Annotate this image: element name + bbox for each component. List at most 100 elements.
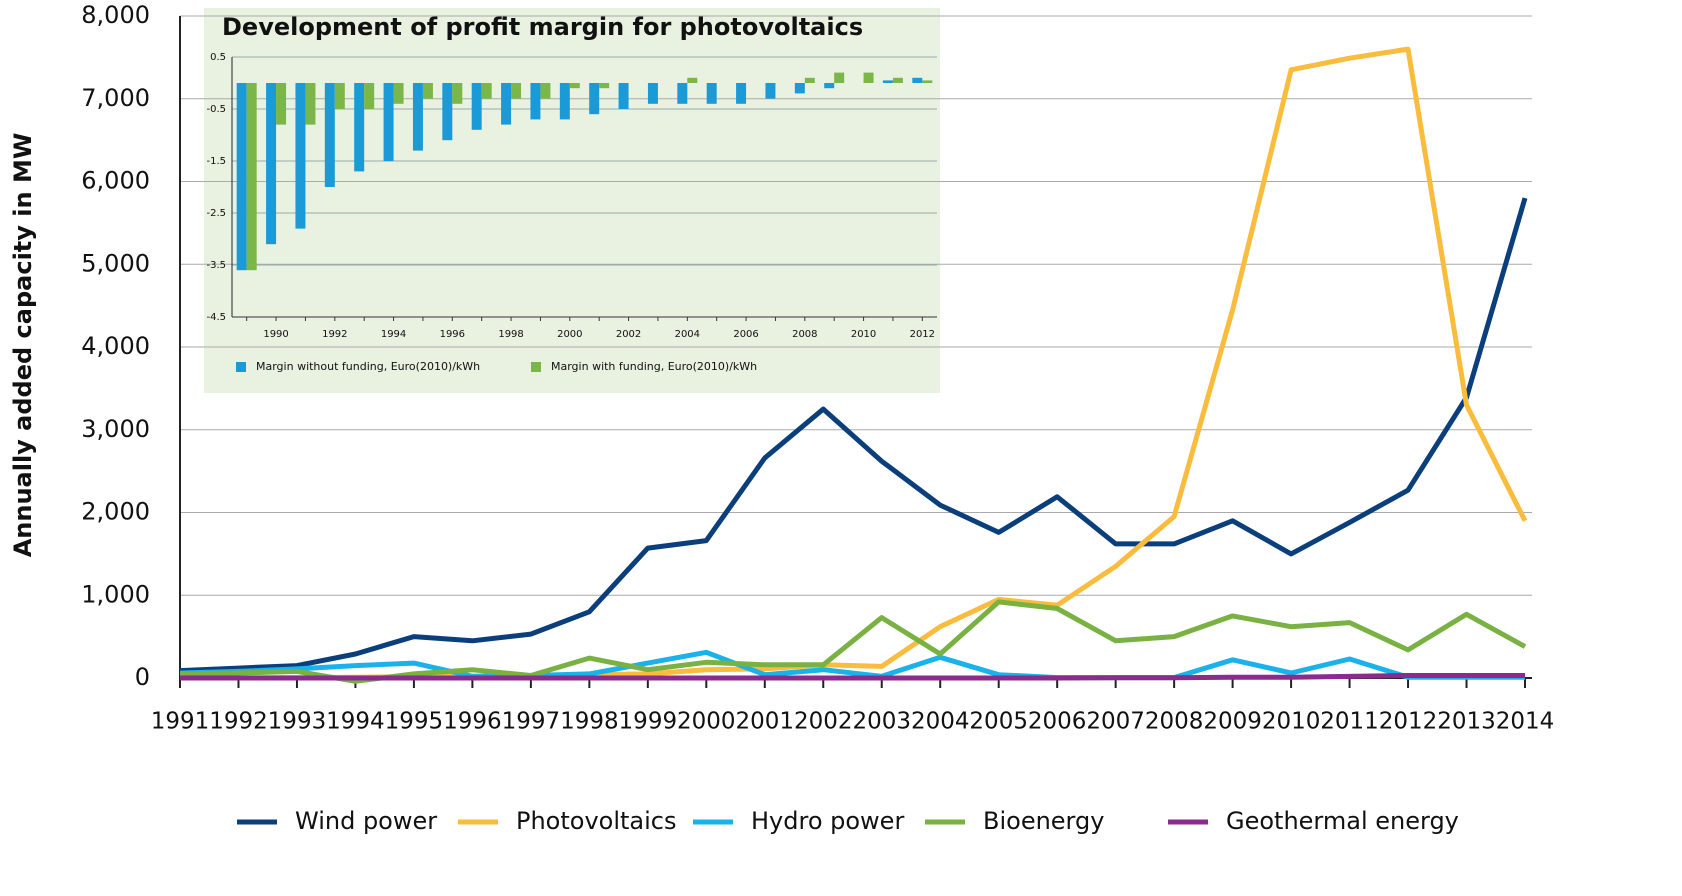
bar (452, 83, 463, 104)
bar (236, 83, 247, 271)
bar (677, 83, 688, 104)
legend-marker (531, 362, 541, 372)
bar (364, 83, 375, 109)
x-tick-label: 2010 (1262, 709, 1321, 735)
bar (276, 83, 287, 125)
x-tick-label: 1992 (209, 709, 268, 735)
y-tick-label: 2,000 (81, 498, 150, 526)
bar (922, 80, 933, 83)
y-tick-label: -3.5 (206, 260, 226, 271)
bar (912, 77, 923, 83)
bar (569, 83, 580, 89)
inset-title: Development of profit margin for photovo… (222, 13, 863, 41)
x-tick-label: 2005 (969, 709, 1028, 735)
bar (324, 83, 335, 187)
bar (589, 83, 600, 115)
x-tick-label: 2013 (1437, 709, 1496, 735)
x-tick-label: 1992 (322, 329, 347, 340)
bar (442, 83, 453, 141)
bar (765, 83, 776, 99)
y-tick-label: 7,000 (81, 84, 150, 112)
x-tick-label: 2002 (794, 709, 853, 735)
x-tick-label: 1996 (443, 709, 502, 735)
x-tick-label: 1998 (560, 709, 619, 735)
x-tick-label: 2012 (1379, 709, 1438, 735)
legend-label: Photovoltaics (516, 807, 677, 835)
bar (246, 83, 257, 271)
y-tick-label: 8,000 (81, 1, 150, 29)
x-tick-label: 2014 (1496, 709, 1555, 735)
x-tick-label: 1994 (326, 709, 385, 735)
bar (530, 83, 541, 120)
bar (295, 83, 306, 229)
x-tick-label: 2008 (792, 329, 817, 340)
legend-label: Bioenergy (983, 807, 1104, 835)
bar (383, 83, 394, 161)
y-tick-label: -2.5 (206, 208, 226, 219)
bar (481, 83, 492, 99)
x-tick-label: 2000 (677, 709, 736, 735)
x-tick-label: 1995 (385, 709, 444, 735)
y-tick-label: 3,000 (81, 415, 150, 443)
x-tick-label: 2004 (911, 709, 970, 735)
x-tick-label: 1997 (502, 709, 561, 735)
bar (511, 83, 522, 99)
bar (736, 83, 747, 104)
x-tick-label: 1996 (440, 329, 465, 340)
bar (618, 83, 629, 109)
x-tick-label: 2008 (1145, 709, 1204, 735)
bar (892, 77, 903, 83)
x-tick-label: 1993 (268, 709, 327, 735)
y-tick-label: -4.5 (206, 312, 226, 323)
legend-label: Margin without funding, Euro(2010)/kWh (256, 360, 480, 373)
y-tick-label: 4,000 (81, 332, 150, 360)
y-tick-label: 0 (135, 663, 150, 691)
bar (334, 83, 345, 109)
bar (804, 77, 815, 83)
x-tick-label: 1990 (263, 329, 288, 340)
x-tick-label: 2006 (733, 329, 758, 340)
series-line (180, 673, 1525, 681)
x-tick-label: 1994 (381, 329, 406, 340)
x-tick-label: 2007 (1086, 709, 1145, 735)
bar (422, 83, 433, 99)
legend-label: Hydro power (751, 807, 904, 835)
bar (599, 83, 610, 89)
legend-label: Geothermal energy (1226, 807, 1459, 835)
bar (354, 83, 365, 172)
bar (305, 83, 316, 125)
bar (794, 83, 805, 94)
bar (501, 83, 512, 125)
bar (834, 72, 845, 83)
y-tick-label: 0.5 (210, 52, 226, 63)
x-tick-label: 2010 (851, 329, 876, 340)
x-tick-label: 2012 (910, 329, 935, 340)
legend-label: Wind power (295, 807, 437, 835)
y-axis-label: Annually added capacity in MW (9, 133, 37, 558)
inset-panel (204, 8, 940, 393)
bar (706, 83, 717, 104)
bar (687, 77, 698, 83)
bar (559, 83, 570, 120)
y-tick-label: -1.5 (206, 156, 226, 167)
bar (863, 72, 874, 83)
x-tick-label: 1998 (498, 329, 523, 340)
legend-marker (236, 362, 246, 372)
x-tick-label: 1999 (619, 709, 678, 735)
bar (412, 83, 423, 151)
y-tick-label: 6,000 (81, 167, 150, 195)
x-tick-label: 2011 (1320, 709, 1379, 735)
x-tick-label: 2000 (557, 329, 582, 340)
x-tick-label: 2004 (675, 329, 700, 340)
bar (471, 83, 482, 130)
x-tick-label: 1991 (151, 709, 210, 735)
series-line (179, 649, 1525, 681)
x-tick-label: 2001 (736, 709, 795, 735)
x-tick-label: 2006 (1028, 709, 1087, 735)
bar (540, 83, 551, 99)
series-line (179, 599, 1527, 684)
bar (647, 83, 658, 104)
legend-label: Margin with funding, Euro(2010)/kWh (551, 360, 757, 373)
bar (393, 83, 404, 104)
